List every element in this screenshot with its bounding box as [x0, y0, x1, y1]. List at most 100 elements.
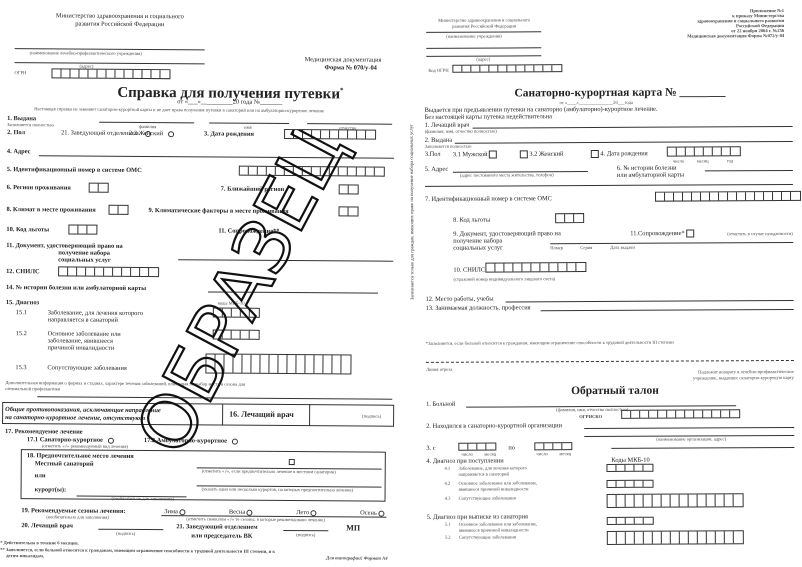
input-cell[interactable]	[88, 69, 98, 78]
input-cell[interactable]	[616, 464, 626, 471]
input-cell[interactable]	[486, 263, 496, 272]
input-cell[interactable]	[643, 494, 653, 507]
input-cell[interactable]	[791, 192, 800, 200]
input-cell[interactable]	[694, 410, 704, 418]
input-cell[interactable]	[661, 531, 671, 544]
snils-boxes[interactable]	[485, 262, 587, 273]
input-cell[interactable]	[462, 65, 472, 72]
input-cell[interactable]	[260, 354, 270, 373]
input-cell[interactable]	[746, 192, 756, 201]
input-cell[interactable]	[275, 166, 285, 175]
input-cell[interactable]	[652, 494, 662, 507]
input-cell[interactable]	[553, 443, 563, 450]
input-cell[interactable]	[294, 130, 304, 139]
input-cell[interactable]	[477, 443, 487, 450]
input-cell[interactable]	[694, 147, 704, 156]
c51-boxes[interactable]	[606, 516, 654, 525]
input-cell[interactable]	[703, 410, 713, 418]
input-cell[interactable]	[339, 207, 349, 216]
icd-15-1-boxes[interactable]	[212, 307, 260, 318]
input-cell[interactable]	[507, 65, 517, 72]
input-cell[interactable]	[683, 192, 693, 201]
input-cell[interactable]	[565, 214, 575, 223]
input-cell[interactable]	[522, 263, 532, 272]
input-cell[interactable]	[670, 531, 680, 544]
input-cell[interactable]	[715, 494, 725, 507]
input-cell[interactable]	[61, 69, 71, 78]
input-cell[interactable]	[222, 330, 232, 339]
input-cell[interactable]	[734, 494, 743, 506]
input-cell[interactable]	[782, 191, 792, 201]
sex-female-option[interactable]: 2.2 Женский	[129, 130, 174, 137]
input-cell[interactable]	[240, 330, 250, 339]
input-cell[interactable]	[697, 494, 707, 507]
input-cell[interactable]	[375, 168, 384, 176]
local-sanatorium-checkbox[interactable]	[288, 458, 295, 465]
input-cell[interactable]	[634, 531, 644, 544]
input-cell[interactable]	[320, 167, 330, 176]
input-cell[interactable]	[314, 355, 324, 374]
input-cell[interactable]	[215, 354, 225, 373]
input-cell[interactable]	[540, 263, 550, 272]
input-cell[interactable]	[250, 309, 259, 317]
input-cell[interactable]	[99, 184, 108, 192]
input-cell[interactable]	[303, 130, 313, 139]
input-cell[interactable]	[285, 129, 295, 139]
input-cell[interactable]	[719, 192, 729, 201]
input-cell[interactable]	[706, 531, 716, 544]
input-cell[interactable]	[266, 166, 276, 175]
input-cell[interactable]	[625, 517, 635, 524]
input-cell[interactable]	[644, 518, 653, 524]
c43-boxes[interactable]	[606, 493, 744, 508]
input-cell[interactable]	[631, 410, 641, 418]
ambulatory-option[interactable]: 17.2 Амбулаторно-курортное	[144, 437, 238, 445]
input-cell[interactable]	[685, 147, 695, 156]
input-cell[interactable]	[365, 167, 375, 176]
region-boxes[interactable]	[88, 182, 109, 193]
input-cell[interactable]	[453, 65, 463, 72]
input-cell[interactable]	[701, 192, 711, 201]
input-cell[interactable]	[703, 147, 713, 156]
input-cell[interactable]	[240, 308, 250, 317]
input-cell[interactable]	[142, 69, 152, 79]
input-cell[interactable]	[724, 494, 734, 507]
input-cell[interactable]	[531, 263, 541, 272]
input-cell[interactable]	[670, 494, 680, 507]
input-cell[interactable]	[724, 531, 734, 544]
input-cell[interactable]	[504, 263, 514, 272]
input-cell[interactable]	[755, 192, 765, 201]
ambulatory-radio[interactable]	[231, 438, 238, 445]
input-cell[interactable]	[513, 263, 523, 272]
benefit-code-boxes[interactable]	[555, 213, 585, 224]
input-cell[interactable]	[731, 147, 740, 155]
input-cell[interactable]	[489, 65, 499, 72]
birthdate-boxes[interactable]	[284, 128, 377, 140]
input-cell[interactable]	[661, 494, 671, 507]
input-cell[interactable]	[773, 192, 783, 201]
input-cell[interactable]	[79, 69, 89, 78]
benefit-code-boxes[interactable]	[68, 224, 98, 235]
input-cell[interactable]	[685, 410, 695, 418]
ogrn-boxes[interactable]	[51, 68, 171, 80]
input-cell[interactable]	[706, 494, 716, 507]
input-cell[interactable]	[257, 166, 267, 175]
input-cell[interactable]	[124, 69, 134, 78]
climate-factor-boxes[interactable]	[338, 206, 359, 217]
input-cell[interactable]	[339, 130, 349, 139]
input-cell[interactable]	[730, 410, 739, 417]
input-cell[interactable]	[480, 65, 490, 72]
input-cell[interactable]	[576, 263, 585, 271]
stay-to-boxes[interactable]	[534, 442, 573, 451]
input-cell[interactable]	[649, 410, 659, 418]
c41-boxes[interactable]	[606, 463, 654, 472]
input-cell[interactable]	[69, 225, 79, 234]
input-cell[interactable]	[149, 268, 158, 276]
input-cell[interactable]	[323, 355, 333, 374]
input-cell[interactable]	[278, 354, 288, 374]
input-cell[interactable]	[269, 354, 279, 373]
input-cell[interactable]	[640, 410, 650, 418]
climate-boxes[interactable]	[108, 204, 129, 215]
input-cell[interactable]	[549, 263, 559, 272]
input-cell[interactable]	[97, 69, 107, 78]
input-cell[interactable]	[607, 517, 617, 524]
